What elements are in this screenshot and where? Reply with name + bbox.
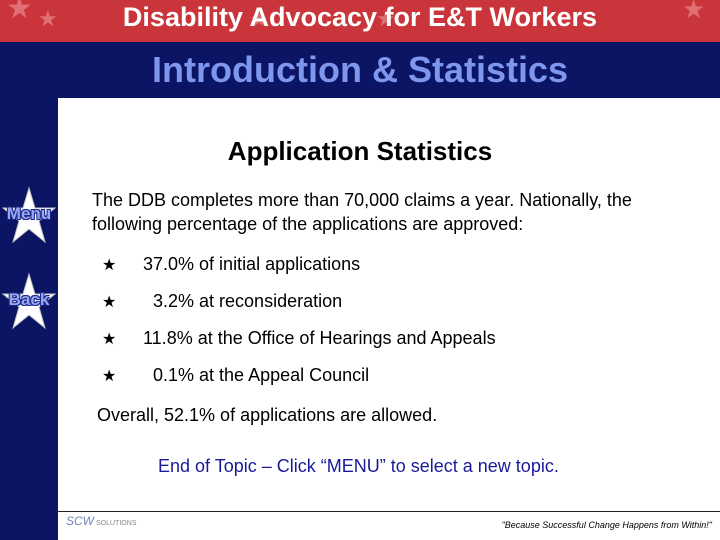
star-bullet-icon: ★ xyxy=(102,257,117,274)
decorative-star-icon: ★ xyxy=(6,0,33,25)
star-bullet-icon: ★ xyxy=(102,294,117,311)
intro-text: The DDB completes more than 70,000 claim… xyxy=(92,190,632,234)
slide-title: Introduction & Statistics xyxy=(151,49,569,90)
menu-button[interactable]: Menu xyxy=(2,186,56,244)
section-header: Introduction & Statistics xyxy=(0,42,720,98)
list-item-text: 3.2% at reconsideration xyxy=(138,291,343,311)
decorative-star-icon: ★ xyxy=(376,6,396,31)
star-bullet-icon: ★ xyxy=(102,368,117,385)
logo-text: SCW xyxy=(66,514,94,528)
decorative-star-icon: ★ xyxy=(38,6,58,31)
back-button-label: Back xyxy=(8,290,50,309)
footer-logo: SCW SOLUTIONS xyxy=(66,514,136,528)
star-icon xyxy=(2,186,56,244)
list-item: ★ 37.0% of initial applications xyxy=(102,254,496,291)
list-item-text: 37.0% of initial applications xyxy=(138,254,361,274)
top-banner: ★ ★ ★ ★ ★ Disability Advocacy for E&T Wo… xyxy=(0,0,720,42)
list-item: ★ 0.1% at the Appeal Council xyxy=(102,365,496,402)
list-item: ★ 11.8% at the Office of Hearings and Ap… xyxy=(102,328,496,365)
list-item-text: 0.1% at the Appeal Council xyxy=(138,365,370,385)
back-button[interactable]: Back xyxy=(2,272,56,330)
star-icon xyxy=(2,272,56,330)
logo-subtext: SOLUTIONS xyxy=(96,520,137,527)
content-heading: Application Statistics xyxy=(227,136,493,166)
menu-button-label: Menu xyxy=(6,204,52,223)
list-item-text: 11.8% at the Office of Hearings and Appe… xyxy=(138,328,496,348)
star-bullet-icon: ★ xyxy=(102,331,117,348)
summary-text: Overall, 52.1% of applications are allow… xyxy=(97,405,438,425)
footer-divider xyxy=(58,511,720,512)
decorative-star-icon: ★ xyxy=(682,0,706,24)
list-item: ★ 3.2% at reconsideration xyxy=(102,291,496,328)
left-nav-strip xyxy=(0,98,58,540)
presentation-title: Disability Advocacy for E&T Workers xyxy=(122,2,598,32)
decorative-star-icon: ★ xyxy=(250,9,268,31)
statistics-list: ★ 37.0% of initial applications ★ 3.2% a… xyxy=(102,254,496,402)
end-of-topic-text: End of Topic – Click “MENU” to select a … xyxy=(158,456,559,476)
footer-quote: "Because Successful Change Happens from … xyxy=(501,520,712,530)
